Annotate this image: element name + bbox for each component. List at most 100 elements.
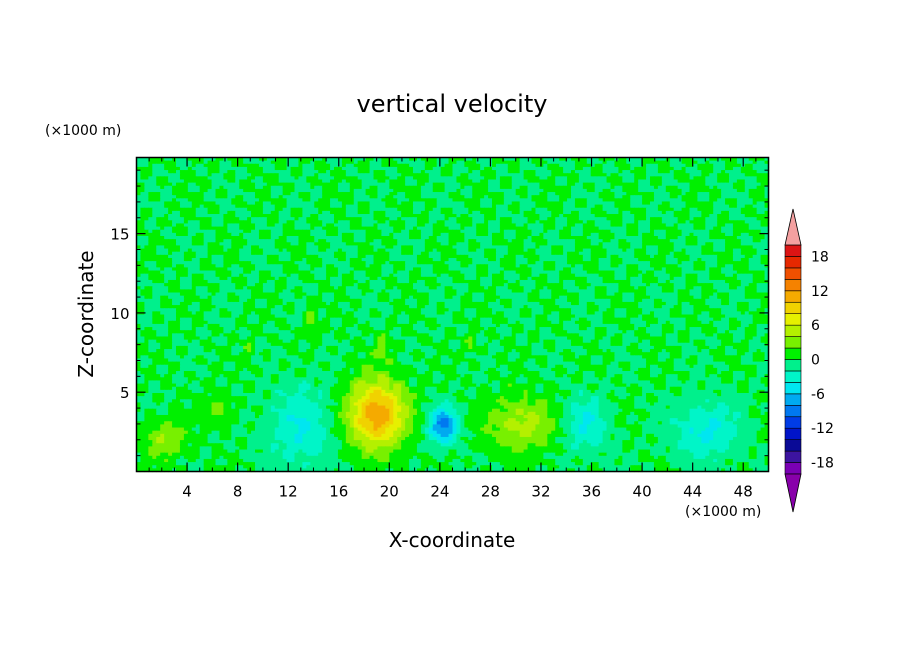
contour-cell (606, 170, 612, 174)
contour-cell (709, 166, 714, 171)
contour-cell (606, 173, 612, 177)
contour-cell (413, 173, 418, 177)
contour-cell (258, 176, 264, 181)
contour-cell (353, 173, 359, 177)
contour-cell (436, 173, 442, 177)
contour-cell (215, 166, 221, 171)
contour-cell (468, 173, 473, 177)
contour-cell (697, 163, 702, 168)
contour-cell (310, 160, 315, 165)
contour-cell (744, 173, 750, 177)
contour-cell (642, 166, 647, 171)
contour-cell (503, 176, 509, 181)
contour-cell (626, 157, 631, 162)
contour-cell (298, 173, 303, 177)
contour-cell (752, 157, 758, 162)
contour-cell (365, 163, 371, 168)
contour-cell (681, 173, 687, 177)
contour-cell (397, 160, 402, 165)
contour-cell (717, 160, 722, 165)
contour-cell (748, 170, 754, 174)
contour-cell (152, 173, 157, 177)
contour-cell (448, 163, 454, 168)
contour-cell (231, 160, 236, 165)
contour-cell (665, 160, 671, 165)
contour-cell (606, 176, 612, 181)
contour-cell (440, 173, 446, 177)
contour-cell (760, 157, 766, 162)
contour-cell (709, 157, 714, 162)
contour-cell (689, 157, 695, 162)
contour-cell (334, 160, 339, 165)
contour-cell (559, 163, 564, 168)
contour-cell (357, 163, 363, 168)
contour-cell (172, 176, 177, 181)
contour-cell (405, 163, 410, 168)
contour-cell (495, 157, 501, 162)
contour-cell (444, 163, 450, 168)
contour-cell (673, 173, 679, 177)
contour-cell (302, 176, 307, 181)
contour-cell (448, 166, 454, 171)
contour-cell (397, 173, 402, 177)
contour-cell (179, 176, 185, 181)
contour-cell (555, 176, 560, 181)
contour-cell (744, 157, 750, 162)
contour-cell (626, 173, 631, 177)
contour-cell (334, 173, 339, 177)
contour-cell (551, 160, 556, 165)
contour-cell (345, 160, 351, 165)
contour-cell (574, 160, 580, 165)
contour-cell (630, 160, 635, 165)
contour-cell (567, 173, 572, 177)
contour-cell (622, 173, 627, 177)
contour-cell (219, 176, 224, 181)
contour-cell (243, 176, 248, 181)
contour-cell (164, 173, 169, 177)
contour-cell (736, 163, 742, 168)
contour-cell (717, 173, 722, 177)
contour-cell (401, 160, 406, 165)
contour-cell (243, 170, 248, 174)
contour-cell (337, 173, 343, 177)
contour-cell (677, 173, 683, 177)
contour-cell (721, 160, 726, 165)
contour-cell (563, 176, 568, 181)
contour-cell (164, 166, 169, 171)
contour-cell (547, 166, 552, 171)
contour-cell (452, 157, 458, 162)
contour-cell (551, 166, 556, 171)
contour-cell (551, 173, 556, 177)
contour-cell (365, 173, 371, 177)
contour-cell (574, 163, 580, 168)
contour-cell (160, 176, 165, 181)
contour-cell (440, 160, 446, 165)
contour-cell (519, 157, 525, 162)
contour-cell (405, 173, 410, 177)
contour-cell (729, 157, 734, 162)
contour-cell (183, 160, 189, 165)
contour-cell (693, 166, 698, 171)
contour-cell (357, 157, 363, 162)
contour-cell (231, 163, 236, 168)
contour-cell (326, 157, 331, 162)
contour-cell (424, 170, 430, 174)
contour-cell (310, 173, 315, 177)
contour-cell (369, 160, 375, 165)
contour-cell (278, 157, 284, 162)
contour-cell (389, 160, 394, 165)
contour-cell (251, 176, 256, 181)
contour-cell (586, 163, 592, 168)
contour-cell (270, 160, 276, 165)
contour-cell (156, 163, 161, 168)
contour-cell (136, 170, 142, 174)
contour-cell (523, 170, 529, 174)
contour-cell (381, 157, 386, 162)
contour-cell (685, 170, 691, 174)
contour-cell (559, 157, 564, 162)
contour-cell (705, 157, 710, 162)
contour-cell (725, 166, 730, 171)
contour-cell (574, 173, 580, 177)
contour-cell (590, 160, 596, 165)
contour-cell (290, 166, 296, 171)
